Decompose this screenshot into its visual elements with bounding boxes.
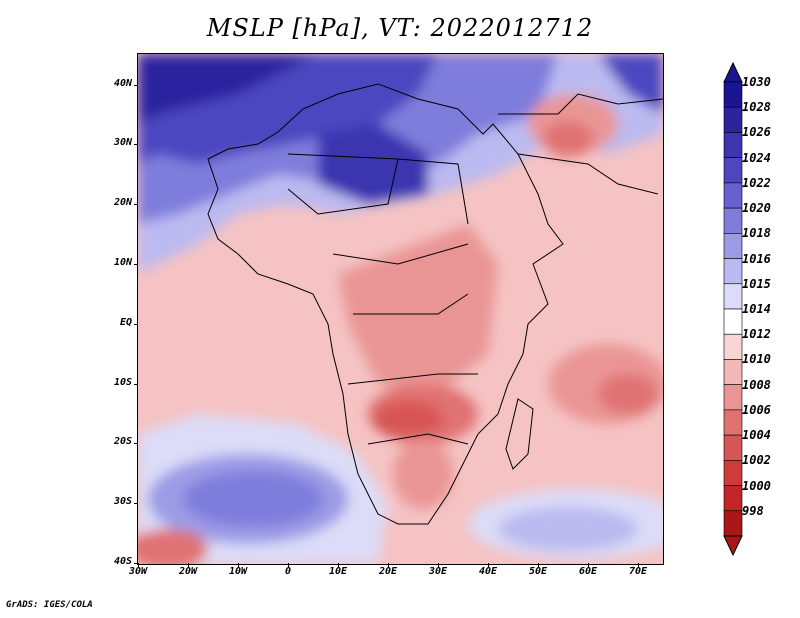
- colorbar-level-label: 1002: [742, 453, 771, 468]
- colorbar-swatch: [723, 182, 743, 209]
- map-canvas: [138, 54, 663, 564]
- lon-tick: [188, 563, 189, 567]
- lat-label: 10S: [113, 377, 132, 388]
- colorbar-level-label: 1028: [742, 100, 771, 115]
- lon-tick: [638, 563, 639, 567]
- colorbar-swatch: [723, 409, 743, 436]
- colorbar-swatch: [723, 157, 743, 184]
- colorbar-top-arrow: [723, 62, 743, 83]
- lat-label: 40N: [113, 78, 132, 89]
- colorbar-level-label: 1012: [742, 327, 771, 342]
- colorbar-level-label: 1006: [742, 402, 771, 417]
- lat-label: 20N: [113, 197, 132, 208]
- colorbar-level-label: 1022: [742, 175, 771, 190]
- lon-label: 10W: [228, 566, 248, 577]
- map-title: MSLP [hPa], VT: 2022012712: [206, 14, 594, 42]
- lon-label: 70E: [628, 566, 648, 577]
- lon-tick: [138, 563, 139, 567]
- lat-tick: [134, 144, 138, 145]
- colorbar-level-label: 1008: [742, 377, 771, 392]
- lon-tick: [588, 563, 589, 567]
- lon-tick: [338, 563, 339, 567]
- colorbar-level-label: 1020: [742, 201, 771, 216]
- lat-label: 20S: [113, 436, 132, 447]
- colorbar-level-label: 1018: [742, 226, 771, 241]
- lat-label: 10N: [113, 257, 132, 268]
- lat-tick: [134, 85, 138, 86]
- lon-tick: [488, 563, 489, 567]
- colorbar-swatch: [723, 308, 743, 335]
- colorbar-level-label: 1015: [742, 276, 771, 291]
- colorbar-swatch: [723, 384, 743, 411]
- colorbar: [723, 62, 743, 556]
- lon-tick: [238, 563, 239, 567]
- colorbar-swatch: [723, 207, 743, 234]
- colorbar-swatch: [723, 460, 743, 486]
- colorbar-level-label: 1024: [742, 150, 771, 165]
- lon-label: 0: [284, 566, 292, 577]
- colorbar-bottom-arrow: [723, 535, 743, 556]
- lat-tick: [134, 503, 138, 504]
- lat-label: 40S: [113, 556, 132, 567]
- lat-tick: [134, 443, 138, 444]
- lon-tick: [438, 563, 439, 567]
- colorbar-swatch: [723, 233, 743, 259]
- colorbar-swatch: [723, 132, 743, 158]
- lat-tick: [134, 563, 138, 564]
- lon-tick: [388, 563, 389, 567]
- lon-label: 30W: [128, 566, 148, 577]
- lat-tick: [134, 204, 138, 205]
- colorbar-swatch: [723, 510, 743, 537]
- lat-tick: [134, 264, 138, 265]
- lon-label: 20E: [378, 566, 398, 577]
- colorbar-level-label: 998: [742, 503, 764, 518]
- lat-tick: [134, 384, 138, 385]
- colorbar-swatch: [723, 333, 743, 360]
- colorbar-level-label: 1014: [742, 302, 771, 316]
- colorbar-swatch: [723, 434, 743, 461]
- lat-label: 30S: [113, 496, 132, 507]
- lon-tick: [288, 563, 289, 567]
- colorbar-level-label: 1016: [742, 251, 771, 266]
- lon-label: 30E: [428, 566, 448, 577]
- lon-label: 40E: [478, 566, 498, 577]
- colorbar-swatch: [723, 359, 743, 385]
- lat-label: 30N: [113, 137, 132, 148]
- colorbar-level-label: 1004: [742, 428, 771, 443]
- colorbar-swatch: [723, 106, 743, 133]
- pressure-map: [137, 53, 664, 565]
- lon-label: 10E: [328, 566, 348, 577]
- colorbar-swatch: [723, 283, 743, 310]
- colorbar-swatch: [723, 485, 743, 512]
- lon-label: 20W: [178, 566, 198, 577]
- colorbar-swatch: [723, 81, 743, 108]
- colorbar-swatch: [723, 258, 743, 285]
- colorbar-level-label: 1030: [742, 75, 771, 89]
- colorbar-level-label: 1026: [742, 125, 771, 140]
- lat-label: EQ: [119, 317, 132, 328]
- colorbar-level-label: 1000: [742, 478, 771, 493]
- colorbar-level-label: 1010: [742, 352, 771, 367]
- lon-tick: [538, 563, 539, 567]
- lon-label: 60E: [578, 566, 598, 577]
- lon-label: 50E: [528, 566, 548, 577]
- lat-tick: [134, 324, 138, 325]
- credit-text: GrADS: IGES/COLA: [6, 600, 93, 610]
